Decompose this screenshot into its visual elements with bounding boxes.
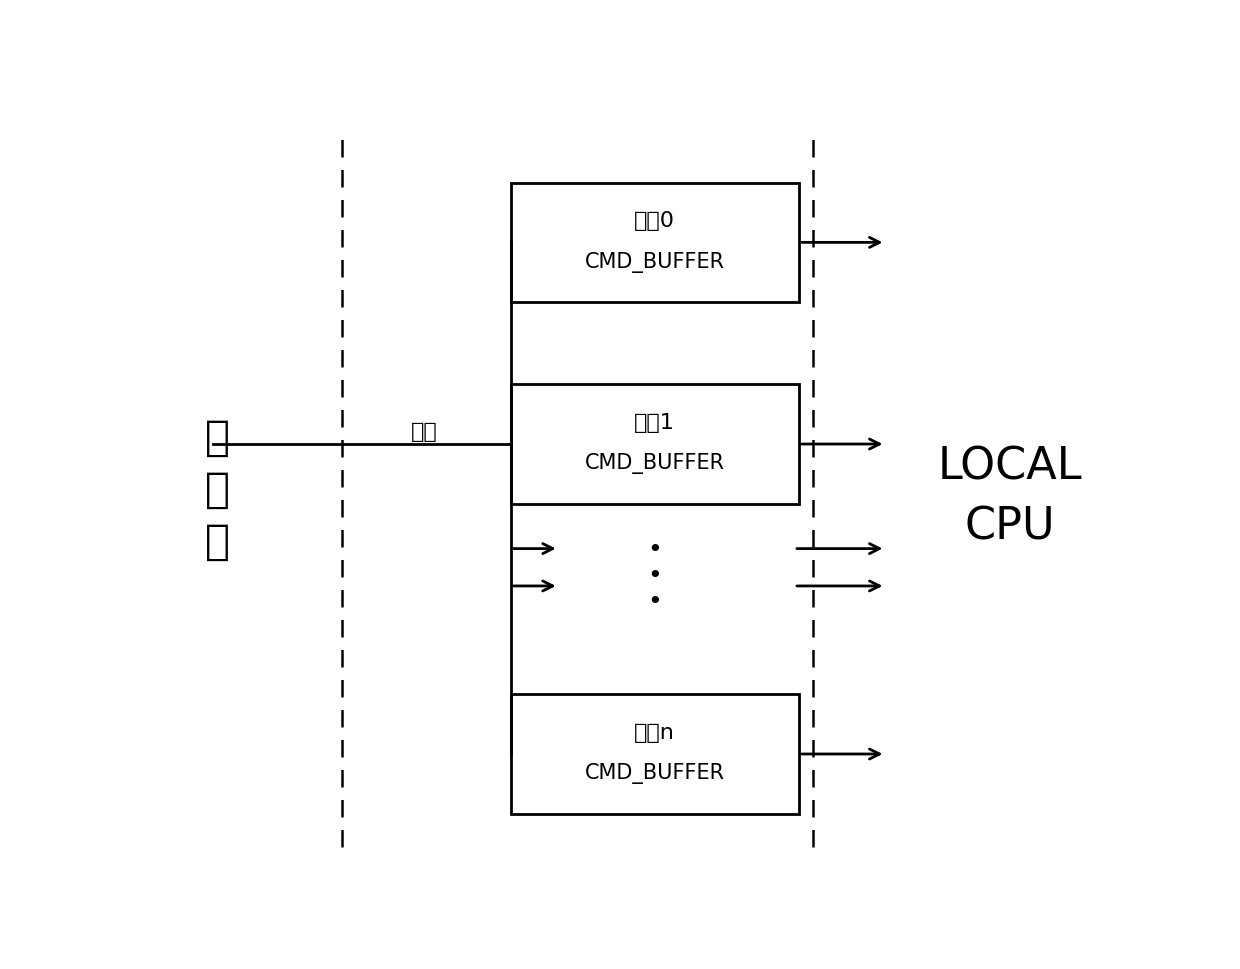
Text: CMD_BUFFER: CMD_BUFFER <box>585 251 724 272</box>
Text: 队共0: 队共0 <box>634 210 676 231</box>
Bar <box>511 385 799 504</box>
Text: •: • <box>647 589 662 613</box>
Bar <box>511 183 799 303</box>
Text: 队列n: 队列n <box>635 722 675 742</box>
Text: 命令: 命令 <box>410 422 438 441</box>
Text: LOCAL
CPU: LOCAL CPU <box>937 446 1083 548</box>
Text: CMD_BUFFER: CMD_BUFFER <box>585 453 724 474</box>
Text: •: • <box>647 563 662 587</box>
Bar <box>511 695 799 814</box>
Text: 队列1: 队列1 <box>635 412 675 432</box>
Text: CMD_BUFFER: CMD_BUFFER <box>585 763 724 783</box>
Text: •: • <box>647 537 662 561</box>
Text: 主
机
端: 主 机 端 <box>205 417 229 562</box>
